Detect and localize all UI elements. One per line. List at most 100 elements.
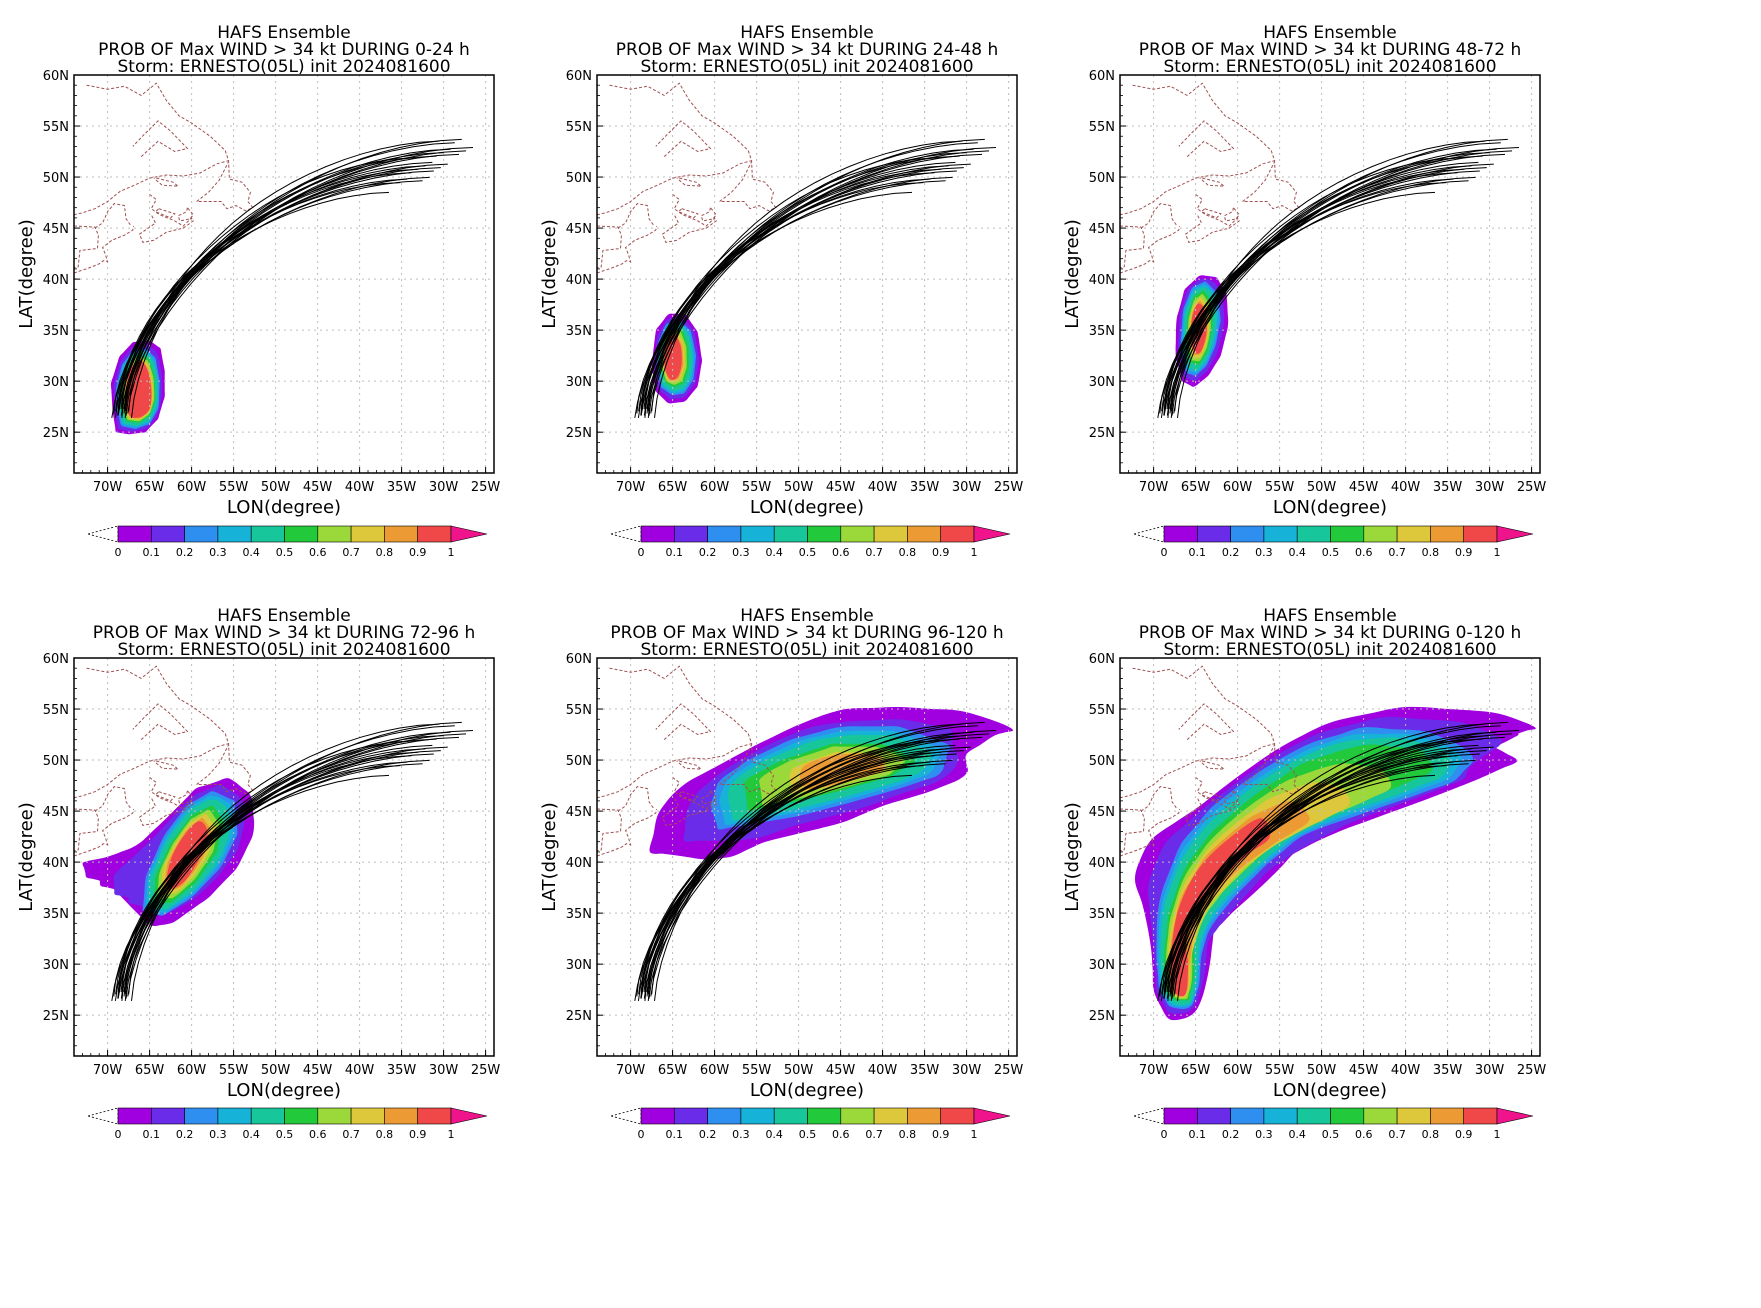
colorbar-tick-label: 0 — [638, 546, 645, 559]
panel-title-window: PROB OF Max WIND > 34 kt DURING 0-120 h — [1139, 623, 1521, 643]
coastline — [597, 225, 658, 274]
lat-tick-label: 35N — [1089, 907, 1115, 922]
colorbar-swatch — [1197, 1107, 1231, 1125]
coastline — [196, 742, 254, 795]
colorbar-swatch — [1430, 525, 1465, 543]
colorbar-tick-label: 0.9 — [932, 1128, 950, 1141]
colorbar-tick-label: 0.4 — [1288, 1128, 1306, 1141]
lat-tick-label: 25N — [43, 426, 69, 441]
lon-tick-label: 50W — [1307, 1063, 1337, 1078]
colorbar-tick-label: 0.7 — [865, 546, 883, 559]
coastline — [132, 703, 189, 740]
coastline — [1120, 808, 1181, 857]
lon-tick-label: 30W — [429, 1063, 459, 1078]
gridlines — [74, 658, 494, 1056]
lat-tick-label: 60N — [43, 652, 69, 667]
lat-tick-label: 35N — [566, 907, 592, 922]
colorbar-tick-label: 0.5 — [276, 1128, 294, 1141]
colorbar-swatch — [1263, 1107, 1298, 1125]
lat-tick-label: 55N — [1089, 703, 1115, 718]
lon-tick-label: 50W — [784, 480, 814, 495]
colorbar-tick-label: 0.2 — [1222, 546, 1240, 559]
panel-title-window: PROB OF Max WIND > 34 kt DURING 72-96 h — [93, 623, 475, 643]
lat-tick-label: 25N — [566, 1009, 592, 1024]
map-area — [74, 658, 494, 1056]
coastline — [74, 665, 230, 799]
coastlines — [74, 82, 254, 274]
lat-tick-label: 50N — [566, 171, 592, 186]
lon-tick-label: 65W — [1181, 480, 1211, 495]
lon-tick-label: 50W — [261, 1063, 291, 1078]
colorbar-tick-label: 1 — [971, 1128, 978, 1141]
colorbar: 0 0.1 0.2 0.3 0.4 0.5 0.6 0.7 0.8 0.9 1 — [86, 1107, 488, 1141]
colorbar-swatch — [807, 525, 842, 543]
track-line — [1170, 153, 1506, 409]
colorbar-tick-label: 1 — [971, 546, 978, 559]
track-line — [123, 140, 440, 409]
lat-tick-label: 30N — [566, 958, 592, 973]
x-axis-label: LON(degree) — [750, 497, 864, 518]
track-line — [647, 735, 967, 1001]
track-line — [1170, 142, 1501, 412]
lat-tick-label: 40N — [43, 273, 69, 288]
coastline — [1120, 665, 1276, 799]
colorbar-swatch — [417, 1107, 452, 1125]
track-line — [1167, 157, 1461, 414]
lon-tick-label: 65W — [658, 480, 688, 495]
lon-tick-label: 45W — [1349, 1063, 1379, 1078]
colorbar-tick-label: 0.7 — [1388, 1128, 1406, 1141]
colorbar-tick-label: 0.1 — [143, 1128, 161, 1141]
ensemble-tracks — [634, 721, 997, 1001]
colorbar-under-arrow — [1132, 525, 1165, 543]
track-line — [124, 153, 460, 409]
lat-tick-label: 50N — [43, 754, 69, 769]
lon-tick-label: 60W — [700, 480, 730, 495]
panel-title-model: HAFS Ensemble — [740, 23, 873, 43]
ensemble-tracks — [111, 721, 474, 1001]
coastlines — [74, 665, 254, 857]
y-axis-label: LAT(degree) — [539, 219, 560, 328]
lat-tick-label: 55N — [1089, 120, 1115, 135]
track-line — [644, 740, 938, 997]
coastline — [1242, 742, 1300, 795]
coastline — [153, 177, 180, 187]
colorbar-tick-label: 0.5 — [276, 546, 294, 559]
coastline — [1120, 808, 1145, 852]
lon-tick-label: 45W — [1349, 480, 1379, 495]
coastline — [94, 786, 132, 812]
colorbar-under-arrow — [609, 1107, 642, 1125]
track-line — [131, 138, 462, 418]
colorbar-swatch — [673, 525, 708, 543]
panel-title-model: HAFS Ensemble — [1263, 23, 1396, 43]
colorbar-tick-label: 0.8 — [899, 546, 917, 559]
lat-tick-label: 60N — [566, 69, 592, 84]
lon-tick-label: 35W — [387, 480, 417, 495]
colorbar-swatch — [1263, 525, 1298, 543]
coastlines — [1120, 665, 1300, 857]
colorbar-tick-label: 0 — [115, 546, 122, 559]
colorbar-over-arrow — [1496, 1107, 1534, 1125]
coastline — [676, 760, 703, 770]
coastline — [74, 225, 135, 274]
colorbar-tick-label: 0.5 — [799, 1128, 817, 1141]
track-line — [121, 157, 415, 414]
coastline — [154, 791, 176, 802]
coastline — [597, 808, 622, 852]
lat-tick-label: 45N — [566, 222, 592, 237]
lon-tick-label: 55W — [1265, 480, 1295, 495]
y-axis-label: LAT(degree) — [539, 802, 560, 911]
colorbar-swatch — [284, 1107, 319, 1125]
coastline — [74, 225, 99, 269]
coastline — [1199, 177, 1226, 187]
coastline — [655, 703, 712, 740]
colorbar-tick-label: 0 — [1161, 546, 1168, 559]
track-line — [1177, 721, 1508, 1001]
colorbar-over-arrow — [973, 525, 1011, 543]
colorbar-swatch — [940, 525, 975, 543]
colorbar-tick-label: 0.9 — [932, 546, 950, 559]
colorbar-tick-label: 0.3 — [732, 1128, 750, 1141]
track-line — [121, 740, 415, 997]
lon-tick-label: 50W — [784, 1063, 814, 1078]
track-line — [646, 140, 963, 409]
